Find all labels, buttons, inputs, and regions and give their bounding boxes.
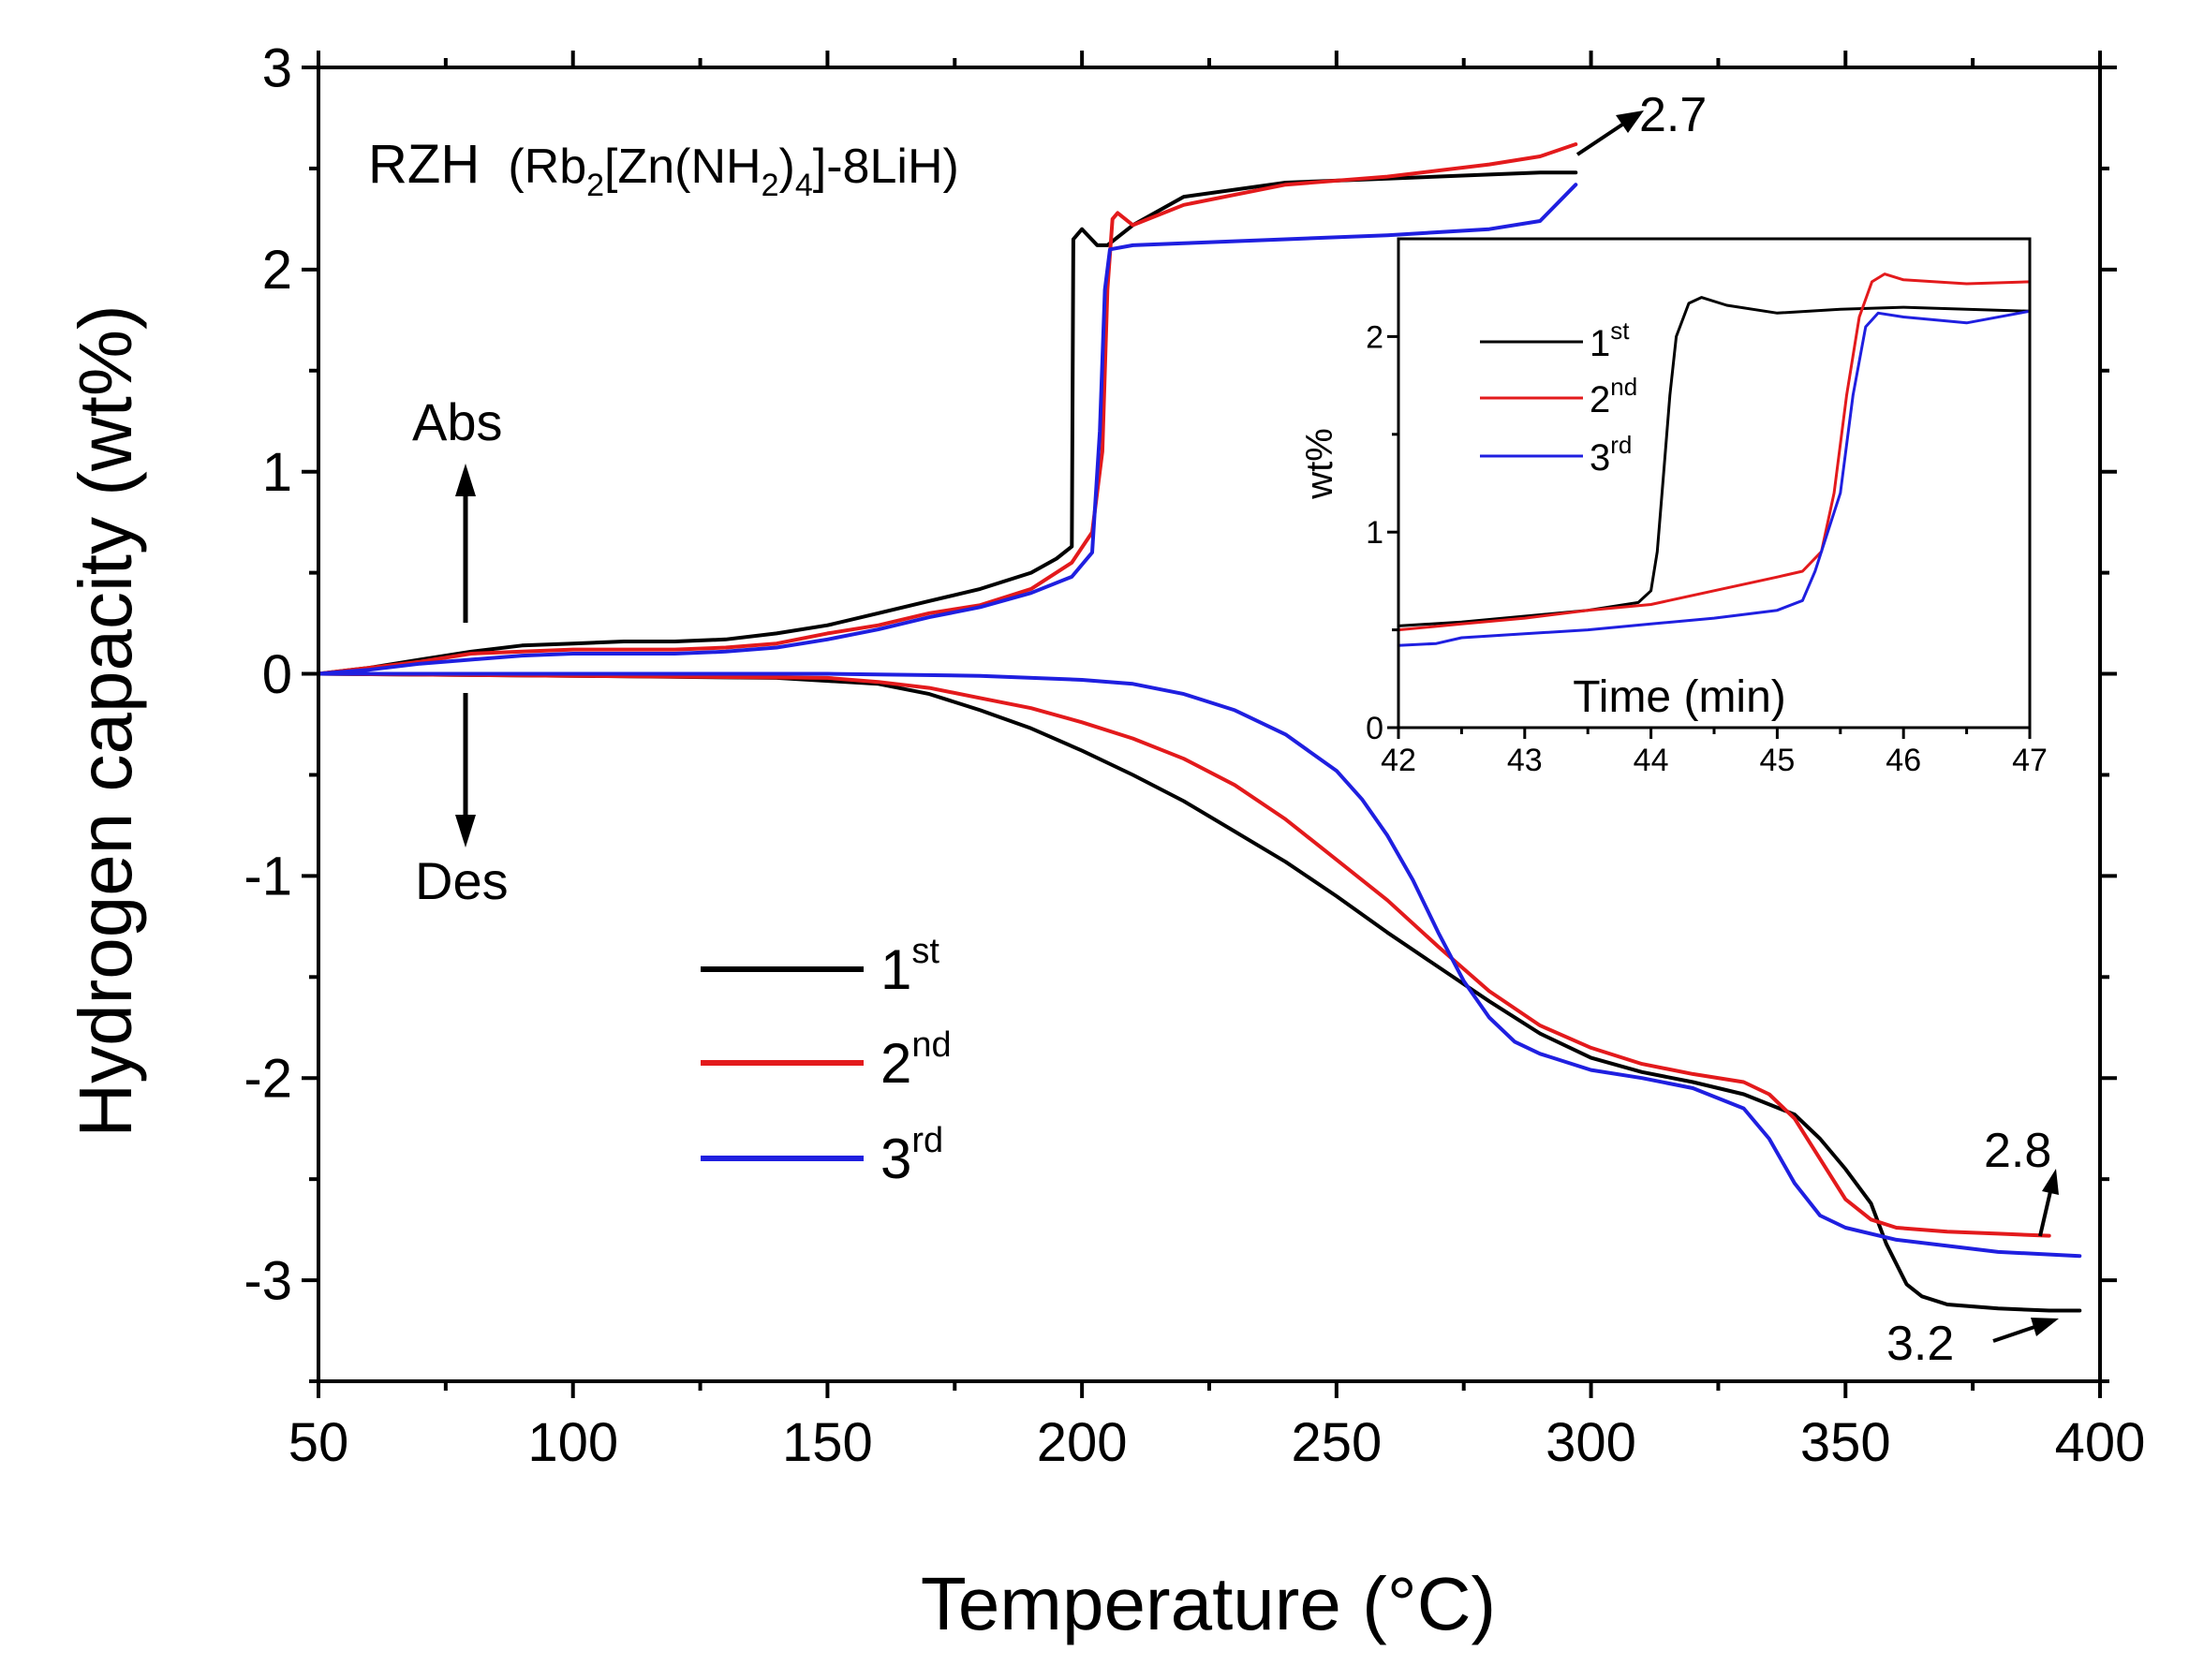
inset-legend-label-1st: 1st [1590, 317, 1630, 364]
inset-legend-label-3rd: 3rd [1590, 431, 1632, 479]
chart-title-main: RZH [368, 134, 480, 195]
main-plot: 50 100 150 200 250 300 350 400 -3 -2 -1 0 1 2 3 [244, 37, 2145, 1473]
abs-label: Abs [412, 392, 503, 451]
inset-x-tick-label: 42 [1381, 743, 1416, 778]
des23-value: 2.8 [1984, 1124, 2051, 1178]
legend-base: 3 [880, 1127, 911, 1190]
chart-title: RZH (Rb2[Zn(NH2)4]-8LiH) [368, 134, 959, 203]
des-arrow-head [455, 815, 476, 847]
abs-max-arrow-head [1616, 111, 1644, 133]
main-series-line-2 [317, 183, 1578, 676]
inset-legend-sup: nd [1610, 373, 1637, 401]
main-y-tick-label: 3 [262, 37, 292, 98]
inset-x-tick-label: 44 [1634, 743, 1669, 778]
inset-series-line-2 [1397, 309, 2032, 647]
inset-legend: 1st 2nd 3rd [1480, 317, 1637, 479]
formula-sub: 4 [795, 168, 813, 203]
legend-base: 1 [880, 938, 911, 1001]
formula-part: (Rb [508, 140, 586, 194]
inset-background [1398, 239, 2030, 728]
main-y-tick-label: -1 [244, 847, 292, 907]
inset-legend-base: 2 [1590, 379, 1610, 420]
main-y-tick-label: -3 [244, 1250, 292, 1311]
main-legend: 1st 2nd 3rd [701, 932, 952, 1190]
legend-label-2nd: 2nd [880, 1025, 952, 1095]
main-x-tick-label: 250 [1291, 1412, 1382, 1473]
inset-axes: 42 43 44 45 46 47 0 1 2 [1366, 237, 2048, 778]
inset-x-tick-label: 45 [1759, 743, 1795, 778]
inset-x-tick-label: 46 [1886, 743, 1921, 778]
formula-sub: 2 [586, 168, 604, 203]
inset-y-axis-title: wt% [1299, 428, 1340, 500]
main-series-line-4 [317, 671, 2051, 1238]
main-y-tick-label: 1 [262, 442, 292, 503]
main-y-tick-label: 2 [262, 240, 292, 301]
main-x-tick-label: 50 [288, 1412, 349, 1473]
formula-sub: 2 [762, 168, 779, 203]
main-axes: 50 100 150 200 250 300 350 400 -3 -2 -1 0 1 2 3 [244, 37, 2145, 1473]
inset-y-tick-label: 1 [1366, 515, 1383, 551]
end-value-annotations: 2.7 2.8 3.2 [1575, 88, 2059, 1371]
des1-value: 3.2 [1886, 1317, 1954, 1371]
y-axis-title: Hydrogen capacity (wt%) [64, 304, 147, 1137]
main-x-tick-label: 400 [2055, 1412, 2146, 1473]
des1-arrow-line [1992, 1324, 2038, 1343]
main-series-line-5 [317, 671, 2082, 1259]
main-x-tick-label: 150 [782, 1412, 873, 1473]
inset-legend-sup: st [1610, 317, 1630, 345]
main-x-tick-label: 300 [1546, 1412, 1636, 1473]
legend-sup: st [911, 932, 939, 971]
legend-sup: rd [911, 1121, 943, 1160]
formula-part: ]-8LiH) [813, 140, 959, 194]
inset-legend-base: 1 [1590, 323, 1610, 364]
abs-max-value: 2.7 [1639, 88, 1707, 142]
main-series-group [317, 142, 2082, 1313]
inset-x-axis-title: Time (min) [1573, 672, 1786, 722]
inset-x-tick-label: 47 [2012, 743, 2048, 778]
des1-arrow-head [2031, 1318, 2059, 1336]
abs-max-arrow-line [1575, 121, 1627, 156]
legend-label-3rd: 3rd [880, 1121, 943, 1190]
des-label: Des [415, 851, 509, 910]
main-series-line-3 [317, 671, 2082, 1313]
inset-series-group [1397, 273, 2032, 647]
inset-legend-sup: rd [1610, 431, 1632, 459]
main-y-tick-label: -2 [244, 1049, 292, 1110]
legend-base: 2 [880, 1032, 911, 1095]
legend-label-1st: 1st [880, 932, 939, 1001]
inset-x-tick-label: 43 [1507, 743, 1543, 778]
x-axis-title: Temperature (°C) [921, 1562, 1496, 1645]
des23-arrow-line [2038, 1186, 2053, 1237]
main-series-line-1 [317, 142, 1578, 676]
formula-part: [Zn(NH [604, 140, 762, 194]
legend-sup: nd [911, 1025, 951, 1065]
formula-part: ) [779, 140, 795, 194]
abs-arrow-head [455, 464, 476, 496]
chart-title-formula: (Rb2[Zn(NH2)4]-8LiH) [508, 140, 958, 203]
main-x-tick-label: 200 [1037, 1412, 1128, 1473]
abs-des-annotation: Abs Des [412, 392, 509, 910]
main-series-line-0 [317, 170, 1578, 676]
des23-arrow-head [2042, 1169, 2059, 1195]
main-x-tick-label: 100 [527, 1412, 618, 1473]
inset-legend-base: 3 [1590, 437, 1610, 479]
inset-y-tick-label: 0 [1366, 711, 1383, 746]
inset-legend-label-2nd: 2nd [1590, 373, 1637, 420]
main-x-tick-label: 350 [1800, 1412, 1891, 1473]
main-y-tick-label: 0 [262, 644, 292, 705]
inset-y-tick-label: 2 [1366, 319, 1383, 355]
